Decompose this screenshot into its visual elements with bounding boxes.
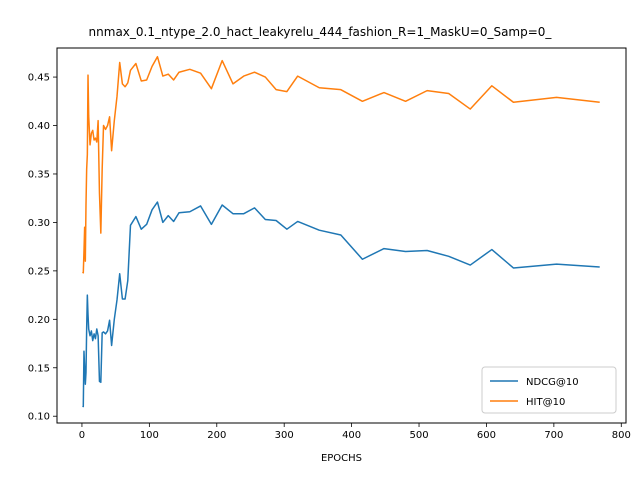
y-tick-label: 0.10: [28, 412, 50, 423]
y-tick-label: 0.25: [28, 266, 50, 277]
x-tick-label: 800: [612, 430, 631, 441]
y-tick-label: 0.35: [28, 169, 50, 180]
legend-label: NDCG@10: [526, 377, 579, 388]
series-line-hit-10: [82, 55, 600, 274]
y-tick-label: 0.20: [28, 315, 50, 326]
x-tick-label: 200: [207, 430, 226, 441]
legend-label: HIT@10: [526, 397, 565, 408]
x-tick-label: 500: [409, 430, 428, 441]
y-tick-label: 0.30: [28, 218, 50, 229]
plot-area: [82, 55, 600, 408]
y-tick-label: 0.45: [28, 73, 50, 84]
x-tick-label: 600: [477, 430, 496, 441]
x-tick-label: 0: [79, 430, 85, 441]
x-tick-label: 100: [140, 430, 159, 441]
y-tick-label: 0.40: [28, 121, 50, 132]
legend: NDCG@10 HIT@10: [481, 366, 617, 414]
x-tick-label: 700: [544, 430, 563, 441]
x-tick-label: 300: [275, 430, 294, 441]
chart-title: nnmax_0.1_ntype_2.0_hact_leakyrelu_444_f…: [89, 25, 553, 39]
y-axis: 0.10 0.15 0.20 0.25 0.30 0.35 0.40 0.45: [28, 73, 57, 423]
series-line-ndcg-10: [82, 201, 600, 408]
y-tick-label: 0.15: [28, 363, 50, 374]
axes-frame: [56, 47, 627, 424]
x-axis: 0 100 200 300 400 500 600 700 800: [79, 423, 631, 441]
x-tick-label: 400: [342, 430, 361, 441]
x-axis-label: EPOCHS: [321, 453, 362, 464]
